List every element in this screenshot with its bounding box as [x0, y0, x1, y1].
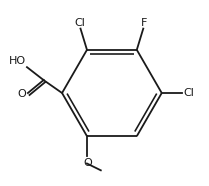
- Text: Cl: Cl: [74, 18, 85, 28]
- Text: O: O: [17, 89, 26, 99]
- Text: Cl: Cl: [183, 88, 194, 98]
- Text: O: O: [84, 158, 92, 168]
- Text: HO: HO: [9, 56, 26, 66]
- Text: F: F: [140, 18, 147, 28]
